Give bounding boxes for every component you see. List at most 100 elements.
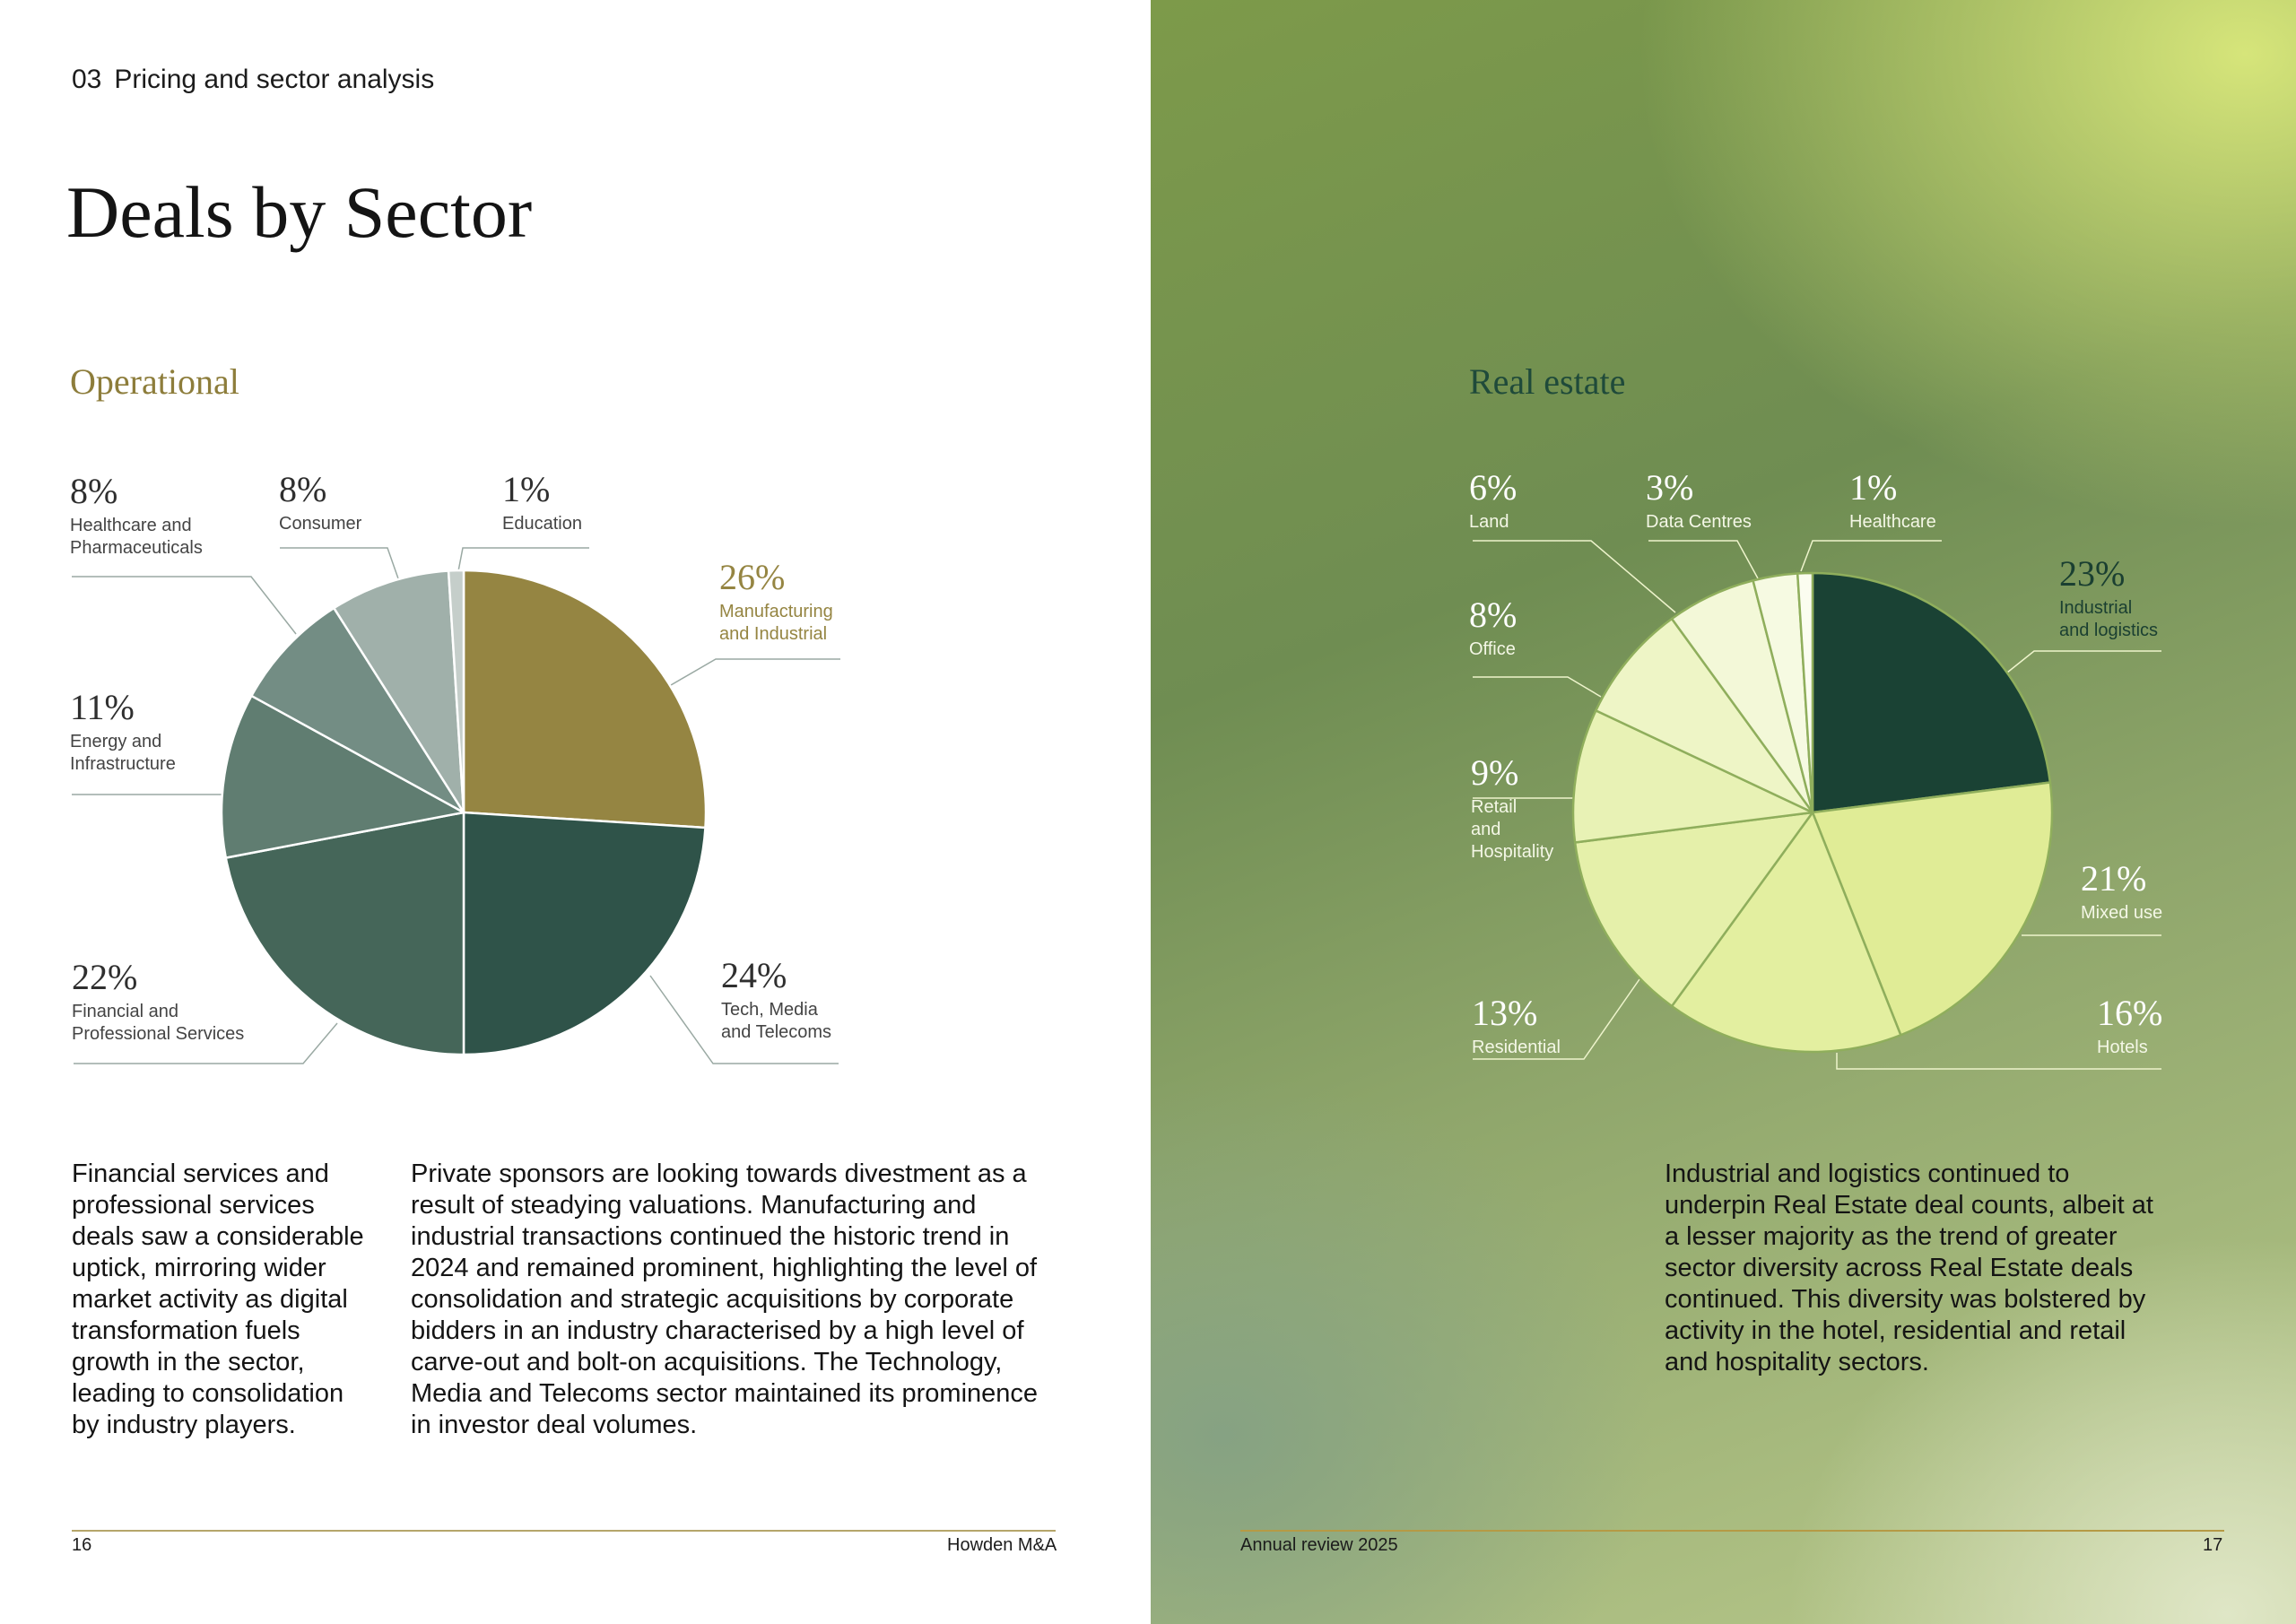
real-estate-slice-hotels bbox=[1670, 811, 1902, 1054]
operational-label-healthcare-and-pharmaceuticals: Healthcare and Pharmaceuticals bbox=[70, 515, 203, 560]
real-estate-pct-land: 6% bbox=[1469, 467, 1518, 508]
real-estate-slice-office bbox=[1595, 617, 1814, 814]
operational-label-tech-media-and-telecoms: Tech, Media and Telecoms bbox=[721, 999, 831, 1044]
operational-pct-consumer: 8% bbox=[279, 469, 327, 509]
section-number: 03 bbox=[72, 65, 102, 94]
real-estate-label-line: Retail bbox=[1471, 797, 1518, 817]
real-estate-slice-mixed-use bbox=[1811, 781, 2054, 1037]
operational-label-line: Professional Services bbox=[72, 1024, 245, 1044]
right-footer-rule bbox=[1240, 1530, 2224, 1532]
real-estate-pct-mixed-use: 21% bbox=[2081, 858, 2147, 899]
real-estate-leader-line bbox=[1473, 676, 1602, 698]
real-estate-label-line: and bbox=[1471, 820, 1501, 839]
operational-label-line: and Industrial bbox=[719, 624, 828, 644]
operational-slice-consumer bbox=[333, 569, 465, 814]
operational-label-line: Financial and bbox=[72, 1002, 178, 1021]
real-estate-label-line: Industrial bbox=[2059, 598, 2133, 618]
operational-label-education: Education bbox=[502, 513, 582, 535]
left-footer-rule bbox=[72, 1530, 1056, 1532]
operational-label-energy-and-infrastructure: Energy and Infrastructure bbox=[70, 731, 176, 776]
operational-slice-healthcare-and-pharmaceuticals bbox=[250, 606, 465, 814]
real-estate-pct-office: 8% bbox=[1469, 595, 1518, 635]
operational-pct-tech-media-and-telecoms: 24% bbox=[721, 955, 787, 995]
operational-leader-line bbox=[72, 576, 297, 635]
operational-leader-line bbox=[670, 658, 840, 686]
real-estate-body: Industrial and logistics continued to un… bbox=[1665, 1159, 2153, 1376]
real-estate-label-hotels: Hotels bbox=[2097, 1037, 2148, 1059]
operational-leader-lines bbox=[72, 547, 840, 1064]
real-estate-pct-healthcare: 1% bbox=[1849, 467, 1898, 508]
real-estate-slice-healthcare bbox=[1796, 571, 1814, 814]
real-estate-pct-data-centres: 3% bbox=[1646, 467, 1694, 508]
real-estate-pct-retail-and-hospitality: 9% bbox=[1471, 752, 1519, 793]
real-estate-chart-title: Real estate bbox=[1469, 361, 1626, 402]
real-estate-label-line: Office bbox=[1469, 639, 1516, 659]
left-page-number: 16 bbox=[72, 1535, 92, 1555]
operational-label-line: Energy and bbox=[70, 732, 162, 751]
real-estate-pct-industrial-and-logistics: 23% bbox=[2059, 553, 2126, 594]
real-estate-slice-residential bbox=[1573, 811, 1814, 1008]
real-estate-label-industrial-and-logistics: Industrial and logistics bbox=[2059, 597, 2158, 642]
real-estate-label-land: Land bbox=[1469, 511, 1509, 534]
real-estate-leader-lines bbox=[1473, 540, 2161, 1070]
real-estate-label-line: Hotels bbox=[2097, 1038, 2148, 1057]
operational-pct-manufacturing-and-industrial: 26% bbox=[719, 557, 786, 597]
real-estate-label-line: Residential bbox=[1472, 1038, 1561, 1057]
right-footer-publication: Annual review 2025 bbox=[1240, 1535, 1398, 1555]
operational-label-line: Infrastructure bbox=[70, 754, 176, 774]
real-estate-pct-residential: 13% bbox=[1472, 993, 1538, 1033]
real-estate-label-healthcare: Healthcare bbox=[1849, 511, 1936, 534]
operational-label-line: Consumer bbox=[279, 514, 362, 534]
operational-body-col2: Private sponsors are looking towards div… bbox=[411, 1159, 1039, 1439]
real-estate-label-data-centres: Data Centres bbox=[1646, 511, 1752, 534]
real-estate-leader-line bbox=[1473, 978, 1640, 1060]
operational-slice-manufacturing-and-industrial bbox=[462, 569, 708, 829]
real-estate-leader-line bbox=[1473, 540, 1676, 613]
operational-leader-line bbox=[457, 547, 589, 572]
operational-slice-energy-and-infrastructure bbox=[220, 694, 465, 859]
real-estate-label-line: Data Centres bbox=[1646, 512, 1752, 532]
real-estate-leader-line bbox=[2006, 650, 2161, 673]
real-estate-label-line: Mixed use bbox=[2081, 903, 2163, 923]
operational-label-line: Pharmaceuticals bbox=[70, 538, 203, 558]
real-estate-slice-retail-and-hospitality bbox=[1571, 709, 1814, 844]
operational-leader-line bbox=[74, 1022, 338, 1064]
operational-leader-line bbox=[280, 547, 400, 582]
operational-pct-energy-and-infrastructure: 11% bbox=[70, 687, 135, 727]
operational-label-line: Tech, Media bbox=[721, 1000, 818, 1020]
real-estate-slice-industrial-and-logistics bbox=[1811, 571, 2052, 814]
real-estate-leader-line bbox=[1836, 1053, 2161, 1070]
operational-label-line: Education bbox=[502, 514, 582, 534]
operational-pct-education: 1% bbox=[502, 469, 551, 509]
operational-body-col1: Financial services and professional serv… bbox=[72, 1159, 364, 1439]
operational-slice-financial-and-professional-services bbox=[224, 811, 465, 1056]
page-title: Deals by Sector bbox=[66, 171, 533, 253]
real-estate-label-office: Office bbox=[1469, 638, 1516, 661]
section-header: 03 Pricing and sector analysis bbox=[72, 65, 434, 95]
operational-label-financial-and-professional-services: Financial and Professional Services bbox=[72, 1001, 244, 1046]
real-estate-pct-hotels: 16% bbox=[2097, 993, 2163, 1033]
operational-leader-line bbox=[649, 975, 839, 1064]
real-estate-label-line: Healthcare bbox=[1849, 512, 1936, 532]
operational-slice-education bbox=[447, 569, 465, 814]
operational-label-manufacturing-and-industrial: Manufacturing and Industrial bbox=[719, 601, 833, 646]
real-estate-label-line: Hospitality bbox=[1471, 842, 1554, 862]
operational-label-line: Manufacturing bbox=[719, 602, 833, 621]
operational-chart-title: Operational bbox=[70, 361, 239, 402]
left-footer-brand: Howden M&A bbox=[947, 1535, 1057, 1555]
right-page-number: 17 bbox=[2203, 1535, 2223, 1555]
real-estate-pie bbox=[1571, 571, 2054, 1054]
operational-label-line: and Telecoms bbox=[721, 1022, 832, 1042]
operational-pct-healthcare-and-pharmaceuticals: 8% bbox=[70, 471, 118, 511]
real-estate-label-line: Land bbox=[1469, 512, 1509, 532]
real-estate-label-mixed-use: Mixed use bbox=[2081, 902, 2162, 925]
real-estate-label-residential: Residential bbox=[1472, 1037, 1561, 1059]
operational-slice-tech-media-and-telecoms bbox=[462, 811, 707, 1056]
operational-label-consumer: Consumer bbox=[279, 513, 361, 535]
operational-pie bbox=[220, 569, 708, 1056]
operational-label-line: Healthcare and bbox=[70, 516, 192, 535]
real-estate-leader-line bbox=[1648, 540, 1759, 579]
real-estate-leader-line bbox=[1800, 540, 1942, 572]
real-estate-label-retail-and-hospitality: Retail and Hospitality bbox=[1471, 796, 1553, 864]
